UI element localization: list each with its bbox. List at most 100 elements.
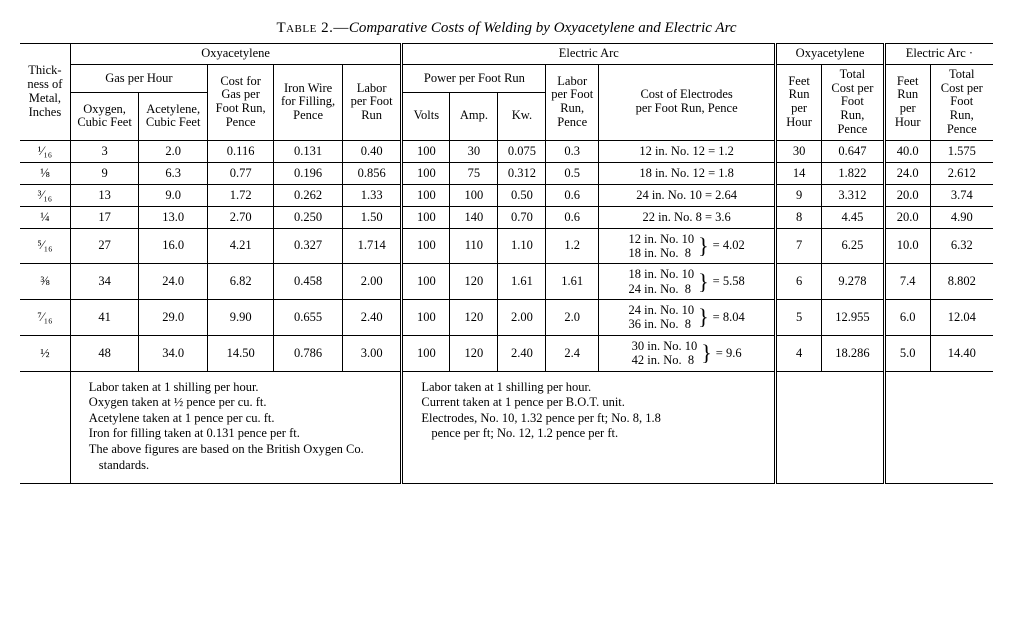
cell: 16.0 — [139, 228, 208, 264]
cell: 120 — [450, 335, 498, 371]
col-amp: Amp. — [450, 93, 498, 140]
cell: 13 — [70, 184, 139, 206]
cell: 2.40 — [342, 300, 402, 336]
cell: 30 — [450, 140, 498, 162]
cell: 14.50 — [207, 335, 273, 371]
cell-electrodes: 24 in. No. 1036 in. No. 8}= 8.04 — [599, 300, 776, 336]
cost-table: Thick-ness ofMetal,Inches Oxyacetylene E… — [20, 43, 993, 484]
notes-blank-oxy — [776, 371, 885, 484]
note-line: The above figures are based on the Briti… — [89, 442, 393, 458]
cell: 5.0 — [884, 335, 930, 371]
cell: 0.6 — [546, 206, 599, 228]
notes-electric-arc: Labor taken at 1 shilling per hour.Curre… — [402, 371, 776, 484]
note-line: Electrodes, No. 10, 1.32 pence per ft; N… — [421, 411, 766, 427]
note-line: Labor taken at 1 shilling per hour. — [89, 380, 393, 396]
cell: 0.312 — [498, 162, 546, 184]
col-gas-cost: Cost forGas perFoot Run,Pence — [207, 64, 273, 140]
cell: 2.612 — [930, 162, 993, 184]
cell: 0.327 — [274, 228, 343, 264]
cell: 2.00 — [498, 300, 546, 336]
cell: 100 — [402, 140, 450, 162]
cell: 0.5 — [546, 162, 599, 184]
cell: 3 — [70, 140, 139, 162]
cell: 1.714 — [342, 228, 402, 264]
cell: 1.33 — [342, 184, 402, 206]
group-electric-arc: Electric Arc — [402, 44, 776, 65]
cell: 100 — [402, 335, 450, 371]
cell: 13.0 — [139, 206, 208, 228]
cell: 0.131 — [274, 140, 343, 162]
cell: 1.61 — [498, 264, 546, 300]
cell: 34.0 — [139, 335, 208, 371]
cell: 2.0 — [546, 300, 599, 336]
col-kw: Kw. — [498, 93, 546, 140]
cell: 75 — [450, 162, 498, 184]
col-gas-per-hour: Gas per Hour — [70, 64, 207, 92]
table-row: ⁷⁄₁₆4129.09.900.6552.401001202.002.024 i… — [20, 300, 993, 336]
table-row: ³⁄₁₆139.01.720.2621.331001000.500.624 in… — [20, 184, 993, 206]
cell-electrodes: 24 in. No. 10 = 2.64 — [599, 184, 776, 206]
table-row: ¼1713.02.700.2501.501001400.700.622 in. … — [20, 206, 993, 228]
cell: 9 — [776, 184, 822, 206]
table-row: ⅜3424.06.820.4582.001001201.611.6118 in.… — [20, 264, 993, 300]
cell: 9.278 — [821, 264, 884, 300]
cell: 40.0 — [884, 140, 930, 162]
group-oxy-summary: Oxyacetylene — [776, 44, 885, 65]
cell: 3.312 — [821, 184, 884, 206]
cell: 0.116 — [207, 140, 273, 162]
cell: 100 — [402, 162, 450, 184]
cell: 29.0 — [139, 300, 208, 336]
cell: 6.3 — [139, 162, 208, 184]
col-feet-run-arc: FeetRunperHour — [884, 64, 930, 140]
note-line: Iron for filling taken at 0.131 pence pe… — [89, 426, 393, 442]
cell: 0.647 — [821, 140, 884, 162]
cell-electrodes: 12 in. No. 1018 in. No. 8}= 4.02 — [599, 228, 776, 264]
cell: 120 — [450, 264, 498, 300]
cell: 110 — [450, 228, 498, 264]
cell: 20.0 — [884, 184, 930, 206]
cell: 9.0 — [139, 184, 208, 206]
notes-oxyacetylene: Labor taken at 1 shilling per hour.Oxyge… — [70, 371, 402, 484]
col-total-cost-oxy: TotalCost perFootRun,Pence — [821, 64, 884, 140]
cell: 0.262 — [274, 184, 343, 206]
group-arc-summary: Electric Arc · — [884, 44, 993, 65]
cell: 0.77 — [207, 162, 273, 184]
cell: 1.2 — [546, 228, 599, 264]
cell: 0.075 — [498, 140, 546, 162]
cell: 0.458 — [274, 264, 343, 300]
cell: 6.0 — [884, 300, 930, 336]
col-total-cost-arc: TotalCost perFootRun,Pence — [930, 64, 993, 140]
cell: 0.196 — [274, 162, 343, 184]
cell: 48 — [70, 335, 139, 371]
cell: 30 — [776, 140, 822, 162]
caption-prefix: Table 2.— — [276, 20, 348, 36]
table-caption: Table 2.—Comparative Costs of Welding by… — [20, 20, 993, 37]
note-line: Acetylene taken at 1 pence per cu. ft. — [89, 411, 393, 427]
cell: 100 — [402, 300, 450, 336]
cell: 6.32 — [930, 228, 993, 264]
group-oxyacetylene: Oxyacetylene — [70, 44, 402, 65]
cell: 1.822 — [821, 162, 884, 184]
cell: ⁷⁄₁₆ — [20, 300, 70, 336]
col-labor-oxy: Laborper FootRun — [342, 64, 402, 140]
col-feet-run-oxy: FeetRunperHour — [776, 64, 822, 140]
col-electrodes: Cost of Electrodesper Foot Run, Pence — [599, 64, 776, 140]
cell: 2.70 — [207, 206, 273, 228]
cell: 24.0 — [884, 162, 930, 184]
cell: ¼ — [20, 206, 70, 228]
cell: 0.6 — [546, 184, 599, 206]
cell: 100 — [402, 264, 450, 300]
cell: 27 — [70, 228, 139, 264]
cell: 34 — [70, 264, 139, 300]
cell-electrodes: 18 in. No. 12 = 1.8 — [599, 162, 776, 184]
cell: 9 — [70, 162, 139, 184]
cell: 24.0 — [139, 264, 208, 300]
col-oxygen: Oxygen,Cubic Feet — [70, 93, 139, 140]
cell: ⅛ — [20, 162, 70, 184]
cell: 100 — [450, 184, 498, 206]
cell: 1.10 — [498, 228, 546, 264]
notes-spacer — [20, 371, 70, 484]
col-power-per-foot: Power per Foot Run — [402, 64, 546, 92]
note-line: Oxygen taken at ½ pence per cu. ft. — [89, 395, 393, 411]
cell: 100 — [402, 184, 450, 206]
